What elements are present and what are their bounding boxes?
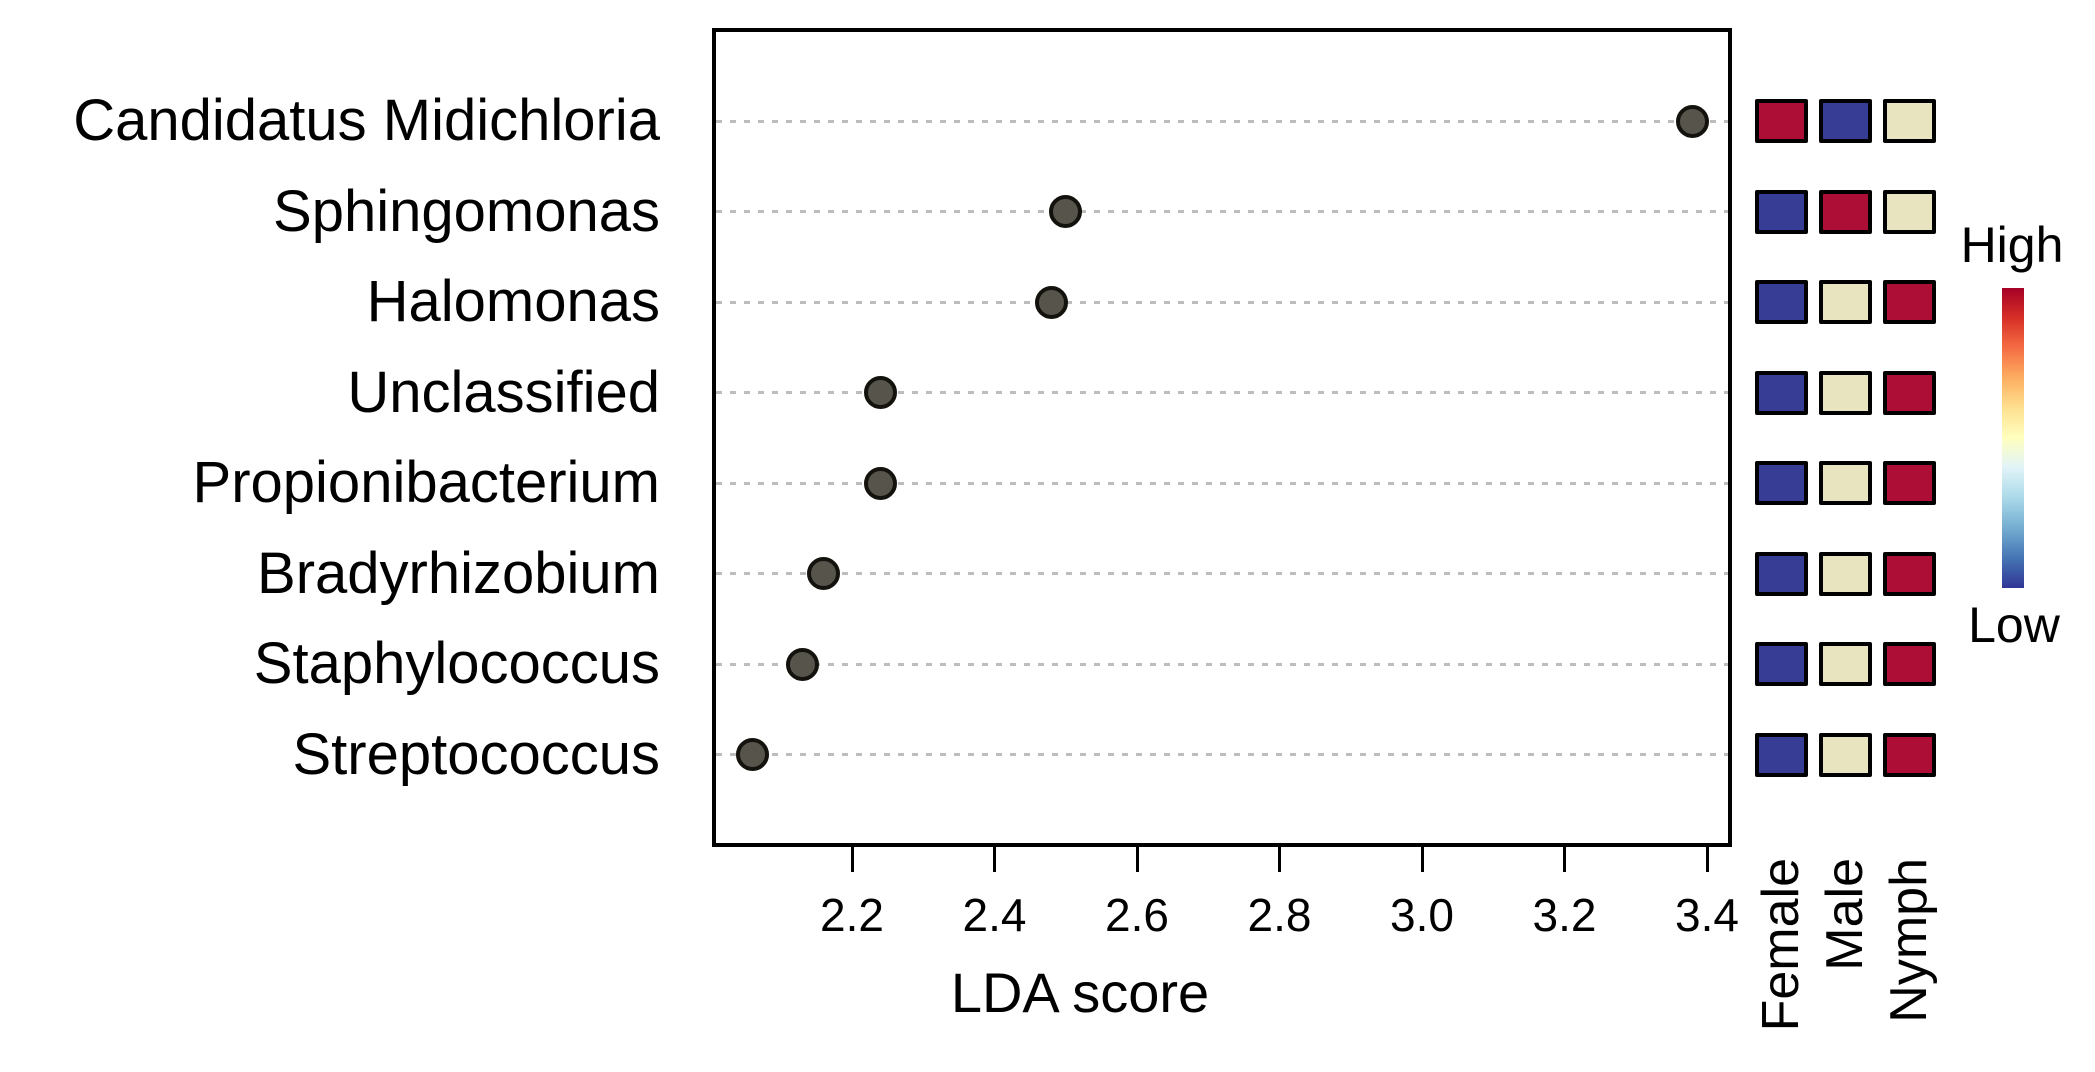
category-label: Staphylococcus: [253, 631, 660, 696]
data-point: [785, 647, 819, 681]
category-label: Sphingomonas: [273, 178, 660, 244]
x-axis-tick-label: 2.2: [820, 889, 884, 941]
category-label: Propionibacterium: [192, 450, 660, 515]
heatmap-cell: [1818, 99, 1872, 143]
x-axis-tick: [1563, 845, 1566, 872]
plot-area: [712, 28, 1732, 847]
heatmap-cell: [1818, 732, 1872, 777]
heatmap-cell: [1882, 280, 1936, 324]
heatmap-cell: [1754, 551, 1808, 596]
x-axis-tick-label: 2.8: [1247, 889, 1312, 941]
heatmap-cell: [1818, 280, 1872, 324]
heatmap-cell: [1882, 551, 1936, 596]
heatmap-cell: [1818, 189, 1872, 234]
x-axis-tick: [1278, 845, 1281, 872]
x-axis-tick-label: 2.6: [1105, 889, 1169, 941]
heatmap-cell: [1882, 189, 1936, 234]
x-axis-tick-label: 2.4: [962, 889, 1027, 941]
gridline: [716, 300, 1728, 304]
x-axis-title: LDA score: [950, 961, 1210, 1024]
x-axis-tick-label: 3.4: [1675, 889, 1739, 941]
heatmap-cell: [1818, 461, 1872, 505]
data-point: [807, 557, 840, 590]
category-label: Candidatus Midichloria: [73, 88, 660, 153]
x-axis-tick-label: 3.0: [1390, 889, 1454, 941]
heatmap-cell: [1754, 189, 1808, 234]
gridline: [716, 119, 1728, 123]
gridline: [716, 572, 1728, 575]
data-point: [1049, 195, 1083, 228]
data-point: [864, 376, 897, 409]
heatmap-cell: [1882, 99, 1936, 143]
category-label: Bradyrhizobium: [257, 540, 660, 606]
x-axis-tick: [1420, 845, 1424, 872]
colorbar-high-label: High: [1960, 217, 2064, 273]
gridline: [716, 481, 1728, 485]
x-axis-tick: [1135, 845, 1139, 872]
category-label: Halomonas: [366, 269, 660, 334]
heatmap-cell: [1754, 280, 1808, 324]
category-label: Streptococcus: [292, 721, 660, 787]
heatmap-cell: [1882, 370, 1936, 415]
heatmap-column-label: Nymph: [1880, 858, 1938, 1023]
heatmap-cell: [1754, 732, 1808, 777]
heatmap-column-label: Male: [1816, 858, 1874, 971]
x-axis-tick: [1705, 845, 1709, 872]
gridline: [716, 210, 1728, 213]
heatmap-cell: [1882, 642, 1936, 686]
heatmap-cell: [1818, 370, 1872, 415]
heatmap-cell: [1754, 99, 1808, 143]
x-axis-tick: [993, 845, 996, 872]
data-point: [1676, 104, 1710, 138]
data-point: [735, 738, 769, 771]
gridline: [716, 753, 1728, 756]
heatmap-cell: [1754, 461, 1808, 505]
x-axis-tick: [850, 845, 854, 872]
category-label: Unclassified: [347, 359, 660, 425]
heatmap-cell: [1754, 370, 1808, 415]
heatmap-cell: [1818, 642, 1872, 686]
heatmap-cell: [1882, 461, 1936, 505]
heatmap-cell: [1754, 642, 1808, 686]
data-point: [864, 466, 897, 500]
heatmap-column-label: Female: [1752, 858, 1810, 1032]
gridline: [716, 662, 1728, 666]
heatmap-cell: [1882, 732, 1936, 777]
heatmap-cell: [1818, 551, 1872, 596]
gridline: [716, 391, 1728, 394]
x-axis-tick-label: 3.2: [1532, 889, 1597, 941]
colorbar-gradient: [2002, 288, 2024, 588]
colorbar-low-label: Low: [1968, 597, 2060, 653]
data-point: [1035, 285, 1068, 319]
